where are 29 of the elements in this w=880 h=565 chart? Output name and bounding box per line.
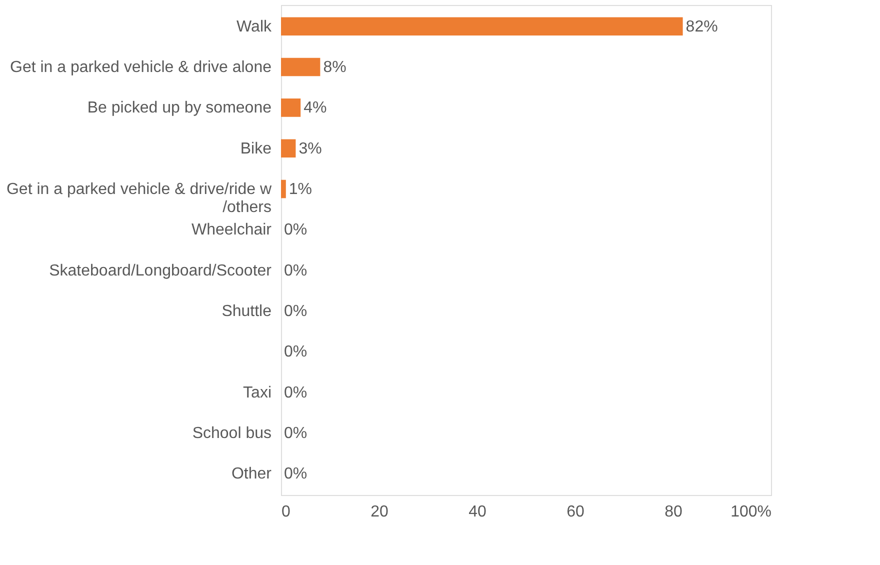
y-tick-label: Wheelchair — [191, 222, 272, 239]
data-label: 0% — [284, 262, 308, 280]
y-tick-label: Other — [231, 466, 272, 483]
x-tick-label: 100% — [730, 504, 772, 520]
y-tick-label: School bus — [192, 424, 272, 442]
data-label: 0% — [284, 302, 308, 320]
x-tick-label: 0 — [282, 504, 290, 520]
data-label: 82% — [686, 18, 718, 36]
data-label: 4% — [304, 100, 327, 117]
data-label: 0% — [284, 344, 308, 361]
data-label: 0% — [284, 384, 308, 402]
y-tick-label: Skateboard/Longboard/Scooter — [49, 262, 272, 280]
data-label: 3% — [298, 140, 322, 158]
x-tick-label: 20 — [370, 504, 388, 520]
data-label: 0% — [284, 424, 308, 442]
data-label: 0% — [284, 222, 308, 239]
data-label: 0% — [284, 466, 308, 483]
x-tick-label: 60 — [566, 504, 584, 520]
y-tick-label: Get in a parked vehicle & drive alone — [10, 59, 272, 76]
y-tick-label: Bike — [240, 140, 272, 158]
data-label: 8% — [323, 59, 346, 76]
x-tick-label: 40 — [468, 504, 486, 520]
x-tick-label: 80 — [664, 504, 682, 520]
y-tick-label: Be picked up by someone — [87, 100, 272, 117]
y-tick-label: Get in a parked vehicle & drive/ride w /others — [6, 181, 272, 216]
y-tick-label: Taxi — [243, 384, 272, 402]
y-tick-label: Shuttle — [222, 302, 272, 320]
y-tick-label: Walk — [236, 18, 272, 36]
data-label: 1% — [288, 181, 312, 198]
